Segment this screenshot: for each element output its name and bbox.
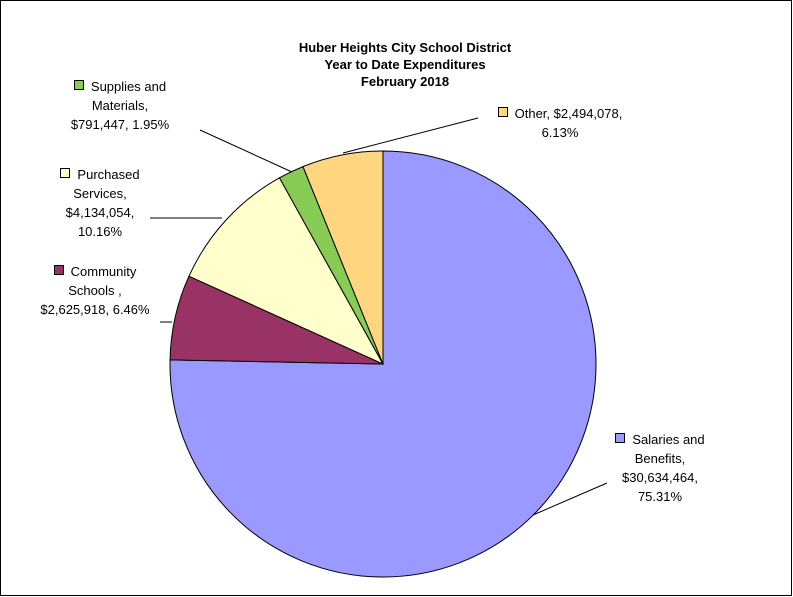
data-label: Other, $2,494,078, 6.13% — [480, 104, 640, 142]
label-value: $2,494,078 — [553, 106, 619, 121]
label-separator: , — [105, 302, 110, 317]
label-percent: 6.13% — [541, 125, 579, 140]
data-label: Purchased Services, $4,134,054, 10.16% — [55, 165, 145, 241]
label-value: $30,634,464 — [622, 470, 695, 485]
pie-slice — [302, 150, 384, 365]
label-separator: , — [144, 98, 149, 113]
label-separator: , — [546, 106, 551, 121]
label-separator: , — [694, 470, 698, 485]
label-separator: , — [618, 106, 623, 121]
label-percent: 1.95% — [132, 117, 170, 132]
label-category: Salaries and Benefits — [632, 432, 705, 466]
legend-swatch — [60, 168, 71, 178]
label-separator: , — [118, 283, 122, 298]
legend-swatch — [53, 265, 64, 275]
label-category: Other — [514, 106, 547, 121]
label-separator: , — [123, 186, 127, 201]
label-category: Community Schools — [68, 264, 137, 298]
legend-swatch — [73, 80, 84, 90]
chart-title: Huber Heights City School District — [299, 40, 512, 55]
label-category: Supplies and Materials — [90, 79, 167, 113]
label-value: $4,134,054 — [65, 205, 131, 220]
leader-line — [532, 482, 608, 516]
data-label: Supplies and Materials, $791,447, 1.95% — [66, 77, 174, 134]
label-value: $791,447 — [70, 117, 126, 132]
chart-period: February 2018 — [361, 74, 449, 89]
label-separator: , — [130, 205, 135, 220]
label-separator: , — [681, 451, 686, 466]
chart-subtitle: Year to Date Expenditures — [324, 57, 485, 72]
label-percent: 75.31% — [637, 489, 683, 504]
data-label: Salaries and Benefits, $30,634,464, 75.3… — [605, 430, 715, 506]
legend-swatch — [497, 107, 508, 117]
data-label: Community Schools , $2,625,918, 6.46% — [34, 262, 156, 319]
leader-line — [342, 117, 479, 154]
label-value: $2,625,918 — [40, 302, 106, 317]
label-percent: 10.16% — [77, 224, 123, 239]
legend-swatch — [615, 433, 626, 443]
leader-line — [199, 129, 293, 173]
label-percent: 6.46% — [112, 302, 150, 317]
label-category: Purchased Services — [73, 167, 140, 201]
pie-slice — [188, 177, 385, 366]
label-separator: , — [125, 117, 129, 132]
pie-slice — [169, 150, 597, 578]
